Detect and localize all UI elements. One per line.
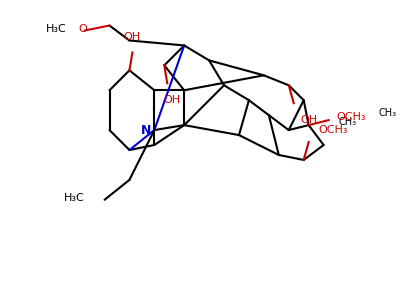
Text: H₃C: H₃C <box>46 23 67 34</box>
Text: OH: OH <box>164 95 181 105</box>
Text: O: O <box>78 23 87 34</box>
Text: CH₃: CH₃ <box>338 117 357 127</box>
Text: OCH₃: OCH₃ <box>319 125 348 135</box>
Text: N: N <box>141 124 152 136</box>
Text: CH₃: CH₃ <box>378 108 396 118</box>
Text: OCH₃: OCH₃ <box>336 112 366 122</box>
Text: OH: OH <box>301 115 318 125</box>
Text: OH: OH <box>124 32 141 43</box>
Text: H₃C: H₃C <box>64 193 85 203</box>
